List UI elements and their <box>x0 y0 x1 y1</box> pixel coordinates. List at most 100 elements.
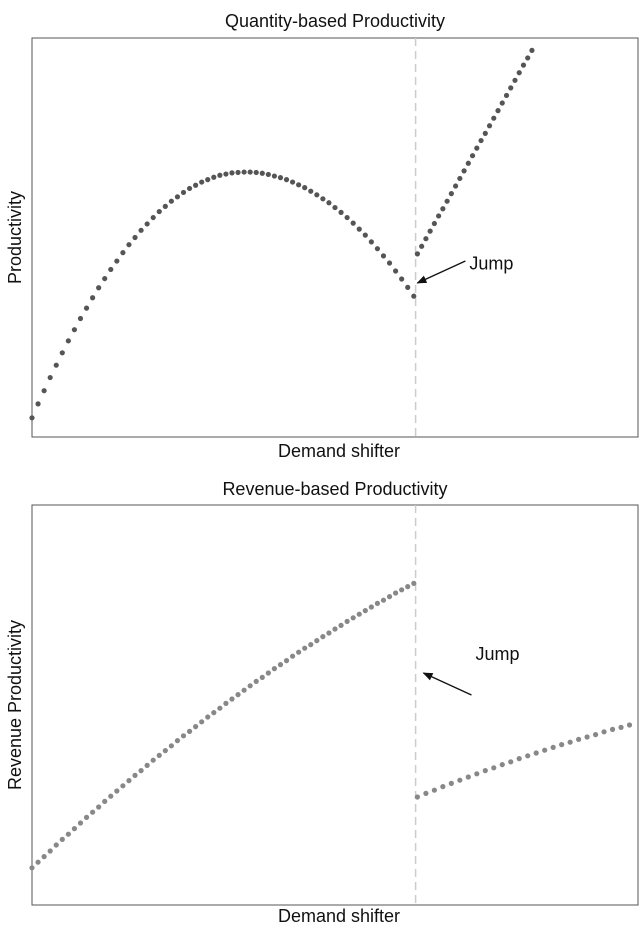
point <box>414 251 421 257</box>
point <box>448 780 454 787</box>
chart-title: Quantity-based Productivity <box>225 11 445 31</box>
point <box>180 189 187 196</box>
point <box>431 787 437 793</box>
point <box>474 771 480 777</box>
point <box>296 182 302 188</box>
point <box>47 848 53 854</box>
plot-frame <box>31 504 639 906</box>
point <box>326 630 332 636</box>
point <box>277 175 284 181</box>
point <box>265 670 271 676</box>
point <box>65 831 71 837</box>
point <box>482 130 488 136</box>
point <box>144 762 150 769</box>
point <box>559 742 565 748</box>
point <box>338 209 344 215</box>
point <box>96 804 102 810</box>
point <box>626 722 633 728</box>
point <box>180 733 187 739</box>
point <box>205 714 211 720</box>
point <box>440 206 446 212</box>
point <box>253 678 259 685</box>
point <box>457 175 463 182</box>
point <box>271 173 277 179</box>
point <box>83 305 90 311</box>
point <box>308 642 314 648</box>
point <box>465 160 471 166</box>
point <box>302 185 308 191</box>
point <box>520 62 527 68</box>
point <box>144 221 150 227</box>
point <box>271 666 277 672</box>
y-axis-label: Revenue Productivity <box>5 620 25 790</box>
point <box>59 350 65 356</box>
point <box>114 258 120 264</box>
point <box>474 145 480 151</box>
point <box>411 293 417 299</box>
point <box>356 611 362 617</box>
point <box>491 765 497 771</box>
point <box>542 747 548 753</box>
point <box>414 794 421 800</box>
point <box>71 327 78 333</box>
point <box>380 253 387 259</box>
point <box>102 275 108 282</box>
point <box>168 198 174 204</box>
x-axis-label: Demand shifter <box>278 441 400 461</box>
point <box>601 729 607 735</box>
point <box>465 774 471 780</box>
annotation-text: Jump <box>469 254 513 274</box>
point <box>174 738 181 744</box>
point <box>229 696 235 702</box>
point <box>235 692 241 698</box>
point <box>338 622 344 629</box>
point <box>320 196 326 202</box>
point <box>90 809 96 815</box>
point <box>59 836 65 843</box>
point <box>399 587 405 593</box>
point <box>102 798 108 805</box>
point <box>199 179 205 185</box>
point <box>362 232 368 238</box>
point <box>344 618 350 625</box>
point <box>217 172 223 178</box>
point <box>576 736 582 743</box>
point <box>241 169 247 175</box>
point <box>150 214 156 221</box>
point <box>296 649 302 655</box>
point <box>350 615 356 621</box>
point <box>386 260 393 266</box>
point <box>132 772 138 779</box>
point <box>211 174 217 180</box>
point <box>499 100 505 106</box>
point <box>162 203 168 209</box>
point <box>126 778 132 784</box>
point <box>126 242 132 248</box>
point <box>247 683 253 689</box>
point <box>314 638 320 644</box>
point <box>405 284 411 290</box>
point <box>503 92 510 99</box>
point <box>469 153 476 159</box>
point <box>431 220 437 227</box>
point <box>120 250 126 256</box>
point <box>609 726 616 733</box>
point <box>440 784 446 790</box>
point <box>168 743 174 749</box>
annotation-arrow <box>416 260 466 284</box>
point <box>193 182 199 188</box>
point <box>499 762 505 768</box>
point <box>77 315 84 322</box>
point <box>83 814 90 821</box>
point <box>618 724 624 731</box>
point <box>550 744 556 751</box>
point <box>193 724 199 730</box>
point <box>405 584 411 590</box>
point <box>283 658 290 664</box>
annotation-arrow <box>422 672 472 696</box>
point <box>457 777 463 783</box>
point <box>491 115 497 121</box>
point <box>138 768 144 774</box>
point <box>259 170 265 176</box>
point <box>495 108 501 114</box>
